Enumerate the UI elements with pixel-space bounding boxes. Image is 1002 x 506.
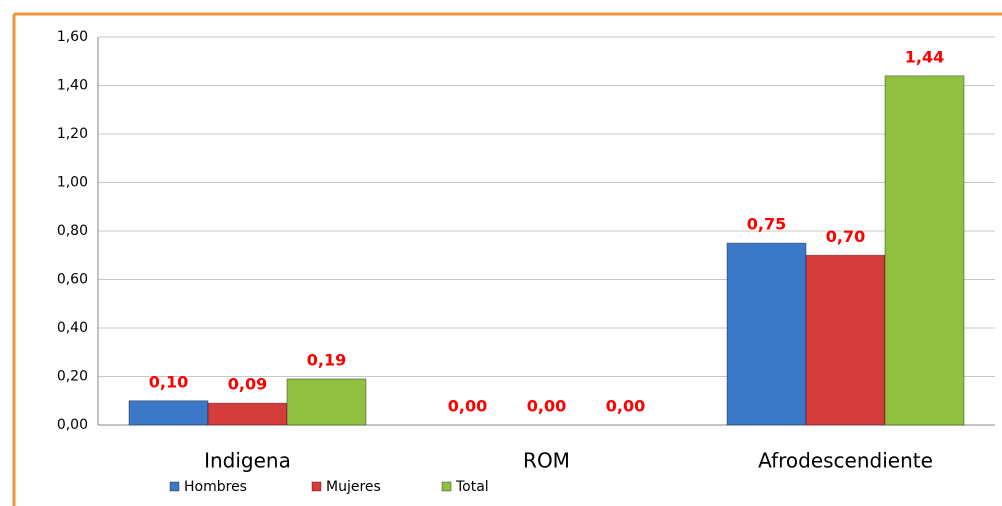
y-tick-label: 0,60 (57, 272, 88, 288)
y-tick-label: 1,40 (57, 78, 88, 94)
legend-label: Hombres (184, 479, 247, 495)
bar (286, 378, 367, 426)
value-label: 0,75 (747, 215, 786, 234)
legend-swatch (441, 481, 452, 492)
y-tick-label: 1,20 (57, 126, 88, 142)
value-label: 0,00 (448, 397, 487, 416)
legend-label: Total (455, 479, 489, 495)
value-label: 0,19 (307, 350, 346, 369)
y-tick-label: 1,60 (57, 29, 88, 45)
value-label: 0,70 (826, 227, 865, 246)
value-label: 0,00 (606, 397, 645, 416)
y-tick-label: 1,00 (57, 175, 88, 191)
bar (805, 254, 886, 426)
x-tick-label: ROM (523, 449, 570, 473)
value-label: 0,10 (149, 372, 188, 391)
legend-swatch (311, 481, 322, 492)
bar (726, 242, 807, 426)
bar (207, 402, 288, 426)
y-tick-label: 0,00 (57, 417, 88, 433)
y-tick-label: 0,40 (57, 320, 88, 336)
bar (884, 75, 965, 426)
bar (128, 400, 209, 426)
value-label: 1,44 (905, 47, 944, 66)
legend-swatch (169, 481, 180, 492)
legend-label: Mujeres (326, 479, 381, 495)
x-tick-label: Afrodescendiente (758, 449, 933, 473)
x-tick-label: Indigena (204, 449, 291, 473)
y-tick-label: 0,80 (57, 223, 88, 239)
y-tick-label: 0,20 (57, 369, 88, 385)
value-label: 0,09 (228, 375, 267, 394)
value-label: 0,00 (527, 397, 566, 416)
